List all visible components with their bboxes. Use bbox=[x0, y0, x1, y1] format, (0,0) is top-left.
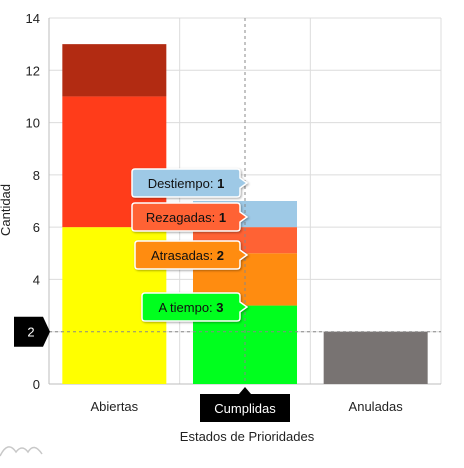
x-axis-title: Estados de Prioridades bbox=[180, 429, 315, 444]
y-tick-label: 14 bbox=[26, 11, 40, 26]
crosshair-x-label: Cumplidas bbox=[214, 401, 276, 416]
crosshair: 2 Cumplidas bbox=[14, 18, 441, 422]
crosshair-y-label: 2 bbox=[27, 325, 34, 340]
tooltip-box bbox=[131, 202, 249, 232]
crosshair-x-label-box bbox=[200, 387, 290, 422]
tooltip-label: Destiempo: 1 bbox=[148, 176, 225, 191]
bar-segment[interactable] bbox=[323, 331, 428, 384]
bars bbox=[62, 44, 428, 384]
y-axis-title: Cantidad bbox=[0, 184, 13, 236]
logo-mark bbox=[0, 446, 43, 457]
tooltip-box bbox=[134, 240, 249, 270]
x-tick-label: Anuladas bbox=[349, 399, 404, 414]
y-tick-label: 6 bbox=[33, 220, 40, 235]
tooltip-label: A tiempo: 3 bbox=[158, 300, 223, 315]
crosshair-y-label-box bbox=[14, 316, 50, 347]
x-tick-label: Abiertas bbox=[90, 399, 138, 414]
tooltip-label: Rezagadas: 1 bbox=[146, 210, 226, 225]
x-axis-ticks: Abiertas Anuladas bbox=[90, 399, 403, 414]
y-tick-label: 10 bbox=[26, 116, 40, 131]
tooltip-box bbox=[131, 168, 249, 198]
y-tick-label: 0 bbox=[33, 377, 40, 392]
tooltip-box bbox=[141, 292, 249, 322]
tooltips: A tiempo: 3 Atrasadas: 2 Rezagadas: 1 Desti… bbox=[131, 168, 249, 322]
bar-segment[interactable] bbox=[62, 44, 167, 97]
y-tick-label: 12 bbox=[26, 63, 40, 78]
tooltip-label: Atrasadas: 2 bbox=[151, 248, 224, 263]
y-tick-label: 8 bbox=[33, 168, 40, 183]
y-tick-label: 4 bbox=[33, 272, 40, 287]
